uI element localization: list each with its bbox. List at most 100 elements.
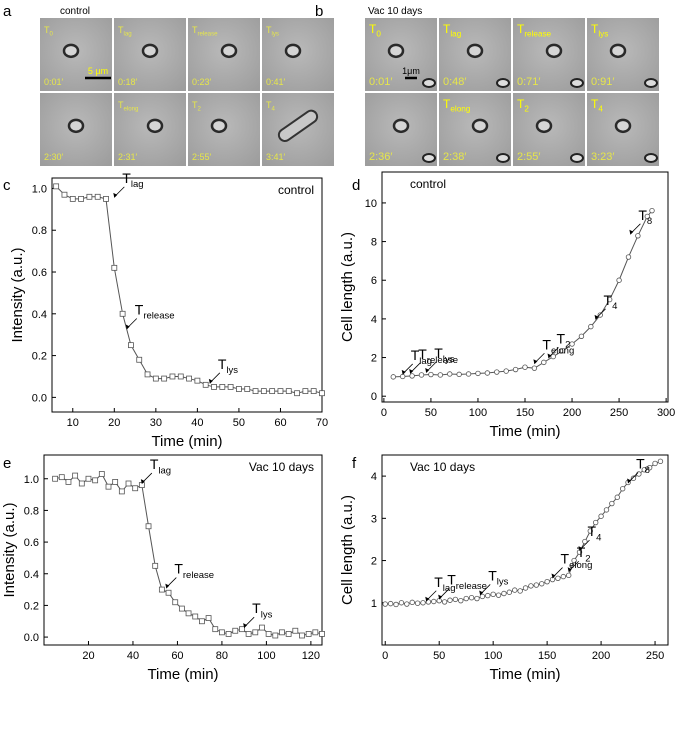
annotation-sub: lag [419,356,432,367]
data-point [294,390,300,397]
annotation: Tlag [411,347,432,367]
scale-bar-label: 5 µm [88,66,108,76]
annotation-sub: 2 [585,553,590,564]
frame-label-sub: 2 [524,105,529,114]
data-point [212,626,219,633]
data-point [619,486,626,492]
annotation-sub: elong [551,345,574,356]
data-point [606,296,613,303]
data-point [541,359,547,366]
x-axis-label: Time (min) [151,433,222,450]
data-point [428,371,434,378]
data-point [588,323,594,330]
data-point [136,356,143,363]
annotation: Tlag [150,456,171,476]
frame-label: T2 [517,97,529,114]
annotation-arrowhead [627,478,632,484]
x-tick-label: 250 [646,650,664,662]
data-point [484,370,491,376]
annotation-sub: 4 [612,301,618,312]
cell [141,43,159,59]
data-point [420,600,426,606]
data-point [636,471,642,477]
frame-label-main: T [517,22,525,36]
frame-label-sub: 4 [598,105,603,114]
data-point [431,598,437,605]
data-point [98,471,105,477]
frame-label-main: T [517,97,525,111]
annotation-main: T [434,345,443,361]
data-point [161,375,168,382]
frame-label-sub: elong [124,106,139,113]
frame-time: 0:48′ [443,76,466,88]
data-point [657,458,664,465]
data-point [172,599,179,606]
x-tick-label: 40 [191,417,203,429]
frame-label-main: T [443,22,451,36]
data-point [533,582,540,588]
data-point [652,460,658,467]
frame-label-main: T [591,97,599,111]
data-point [425,599,432,605]
data-point [285,631,292,637]
data-point [232,627,239,634]
cell [284,43,302,59]
annotation-main: T [557,330,566,346]
data-point [566,572,572,579]
panel-letter: f [352,455,357,472]
annotation-main: T [122,170,131,186]
data-point [299,632,305,639]
data-point [169,373,176,380]
x-tick-label: 100 [469,407,487,419]
data-point [302,388,309,395]
annotation-main: T [252,600,261,616]
data-point [279,629,285,636]
data-point [649,207,655,214]
panel-letter: c [3,177,11,194]
data-point [310,388,317,395]
data-point [152,375,159,382]
frame-time: 2:31′ [118,152,138,162]
frame-label: Trelease [192,25,218,38]
data-point [65,479,72,485]
data-point [177,373,184,380]
frame-label-main: T [266,100,272,110]
annotation-sub: lys [261,609,273,620]
annotation: Telong [542,336,574,356]
data-point [414,600,421,606]
data-point [614,494,620,500]
data-point [506,589,513,595]
panel-letter: a [3,3,12,20]
data-point [475,370,481,377]
cell [570,78,584,88]
annotation-sub: lag [131,179,144,190]
data-point [202,381,209,388]
data-point [185,610,192,617]
data-point [219,384,226,390]
frame-label: Tlys [591,22,608,39]
annotation: T4 [604,292,619,312]
panel-condition: Vac 10 days [368,6,422,17]
data-point [646,464,653,471]
data-point [517,588,523,594]
cell [422,78,436,88]
data-point [495,592,502,598]
annotation-main: T [434,574,443,590]
frame-label-sub: 0 [376,30,381,39]
annotation-arrowhead [578,546,583,552]
data-point [265,631,272,637]
cell [545,43,563,59]
annotation-main: T [561,551,570,567]
data-point [609,500,615,507]
frame-label: Telong [118,100,138,113]
x-tick-label: 10 [67,417,79,429]
data-point [158,586,165,593]
data-point [259,624,265,631]
annotation-arrowhead [479,590,484,596]
data-point [319,390,325,397]
y-tick-label: 0.6 [24,537,39,549]
data-point [132,485,139,492]
data-point [58,474,65,481]
data-point [555,575,561,581]
frame-label-main: T [266,25,272,35]
